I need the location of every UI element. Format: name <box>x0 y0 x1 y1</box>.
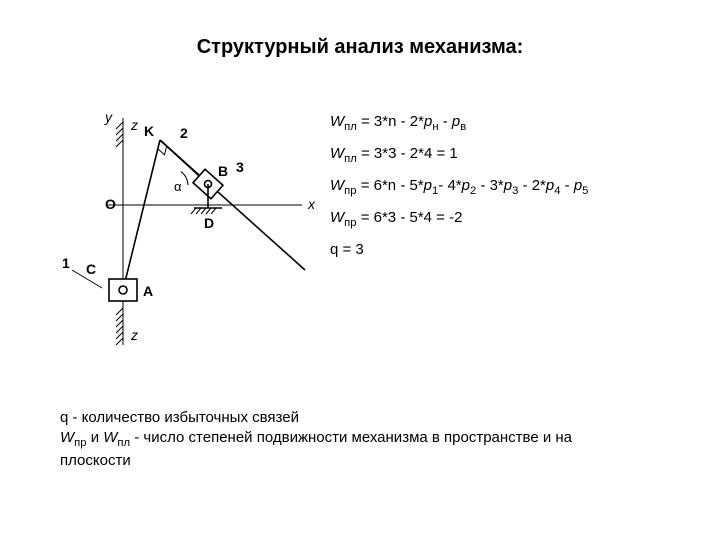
svg-text:z: z <box>130 327 138 343</box>
svg-text:K: K <box>144 123 154 139</box>
svg-text:2: 2 <box>180 125 188 141</box>
svg-text:C: C <box>86 261 96 277</box>
svg-text:3: 3 <box>236 159 244 175</box>
svg-text:O: O <box>105 196 116 212</box>
svg-text:1: 1 <box>62 255 70 271</box>
svg-text:x: x <box>307 196 316 212</box>
svg-text:A: A <box>143 283 153 299</box>
svg-text:α: α <box>174 179 182 194</box>
mechanism-diagram: α y z z x O K B D A C1 2 3 <box>0 0 720 540</box>
svg-text:D: D <box>204 215 214 231</box>
svg-text:y: y <box>104 109 113 125</box>
svg-text:z: z <box>130 117 138 133</box>
svg-text:B: B <box>218 163 228 179</box>
